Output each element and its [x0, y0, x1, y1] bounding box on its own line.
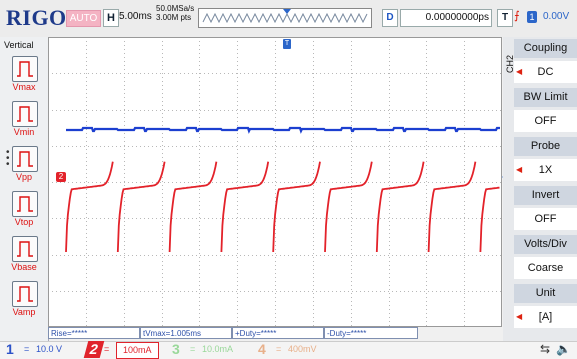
menu-arrow-icon: ◀	[516, 165, 523, 174]
menu-value-unit[interactable]: [A]	[514, 306, 577, 328]
channel-3-scale[interactable]: 10.0mA	[202, 344, 234, 354]
measure-label: Vpp	[15, 172, 32, 182]
measure-label: Vtop	[14, 217, 34, 227]
ch2-trace-segment	[168, 161, 218, 253]
measure-vamp-button[interactable]	[12, 281, 38, 307]
sample-info: 50.0MSa/s 3.00M pts	[156, 4, 194, 22]
channel-1-button[interactable]: 1	[6, 341, 14, 357]
trigger-label[interactable]: T	[497, 9, 513, 27]
ch2-offset-marker[interactable]: 2	[56, 172, 66, 182]
menu-value-bw-limit[interactable]: OFF	[514, 110, 577, 132]
measure-label: Vmax	[12, 82, 36, 92]
waveform-grid	[48, 37, 502, 327]
measure-vpp-button[interactable]	[12, 146, 38, 172]
ch1-trace	[66, 126, 500, 134]
measure-vmax-button[interactable]	[12, 56, 38, 82]
sample-rate: 50.0MSa/s	[156, 4, 195, 13]
menu-value-invert[interactable]: OFF	[514, 208, 577, 230]
measure-minus-duty: -Duty=*****	[324, 327, 418, 339]
measure-rise: Rise=*****	[48, 327, 140, 339]
menu-title-volts-div: Volts/Div	[514, 235, 577, 254]
ch2-trace-segment	[272, 161, 321, 253]
channel-tag: CH2	[505, 55, 515, 74]
ch2-trace	[65, 161, 500, 253]
memory-overview-wave	[202, 9, 368, 24]
menu-title-coupling: Coupling	[514, 39, 577, 58]
ch2-trace-segment	[427, 161, 477, 253]
measure-vmax-icon	[17, 61, 33, 77]
measure-vbase-icon	[17, 241, 33, 257]
trigger-time-marker[interactable]: T	[283, 39, 291, 49]
trigger-level[interactable]: 0.00V	[543, 11, 570, 22]
memory-overview-bar[interactable]	[198, 8, 372, 28]
channel-2-scale[interactable]: 100mA	[116, 342, 159, 359]
menu-value-probe[interactable]: 1X	[514, 159, 577, 181]
measure-vbase-button[interactable]	[12, 236, 38, 262]
dc-coupling-icon: =	[190, 344, 196, 354]
measure-label: Vmin	[13, 127, 35, 137]
horizontal-label[interactable]: H	[103, 9, 119, 27]
run-mode-badge[interactable]: AUTO	[66, 10, 101, 27]
menu-arrow-icon: ◀	[516, 67, 523, 76]
menu-title-bw-limit: BW Limit	[514, 88, 577, 107]
usb-icon: ⇆	[540, 342, 551, 356]
channel-1-scale[interactable]: 10.0 V	[36, 344, 63, 354]
waveform-display[interactable]	[48, 37, 502, 327]
measure-vtop-button[interactable]	[12, 191, 38, 217]
screen-border	[48, 37, 502, 327]
dc-coupling-icon: =	[24, 344, 30, 354]
channel-4-button[interactable]: 4	[258, 341, 266, 357]
measure-vpp-icon	[17, 151, 33, 167]
dc-coupling-icon: =	[104, 344, 110, 354]
ch2-trace-segment	[65, 161, 114, 253]
measure-category-title: Vertical	[4, 40, 34, 50]
ch2-trace-segment	[375, 161, 425, 253]
trigger-source[interactable]: 1	[527, 11, 537, 23]
ch2-trace-segment	[324, 161, 373, 253]
memory-depth: 3.00M pts	[156, 13, 192, 22]
menu-value-coupling[interactable]: DC	[514, 61, 577, 83]
delay-value[interactable]: 0.00000000ps	[400, 9, 492, 27]
rising-edge-icon: ⨍	[514, 10, 520, 22]
trigger-position-marker	[283, 9, 291, 14]
measure-vamp-icon	[17, 286, 33, 302]
menu-value-volts-div[interactable]: Coarse	[514, 257, 577, 279]
time-base-value[interactable]: 5.00ms	[119, 11, 152, 22]
delay-label[interactable]: D	[382, 9, 398, 27]
ch2-trace-segment	[116, 161, 166, 253]
channel-3-button[interactable]: 3	[172, 341, 180, 357]
speaker-icon[interactable]: 🔈	[556, 342, 571, 356]
dc-coupling-icon: =	[276, 344, 282, 354]
measure-label: Vbase	[11, 262, 37, 272]
menu-title-unit: Unit	[514, 284, 577, 303]
channel-4-scale[interactable]: 400mV	[288, 344, 317, 354]
ch2-trace-segment	[220, 161, 270, 253]
measure-label: Vamp	[12, 307, 36, 317]
menu-title-probe: Probe	[514, 137, 577, 156]
ch2-trace-segment	[479, 186, 500, 253]
measure-vtop-icon	[17, 196, 33, 212]
page-indicator-icon: • • •	[6, 147, 10, 170]
measure-tvmax: tVmax=1.005ms	[140, 327, 232, 339]
menu-title-invert: Invert	[514, 186, 577, 205]
measure-vmin-button[interactable]	[12, 101, 38, 127]
measure-vmin-icon	[17, 106, 33, 122]
menu-arrow-icon: ◀	[516, 312, 523, 321]
measure-plus-duty: +Duty=*****	[232, 327, 324, 339]
grid-lines	[48, 37, 502, 327]
